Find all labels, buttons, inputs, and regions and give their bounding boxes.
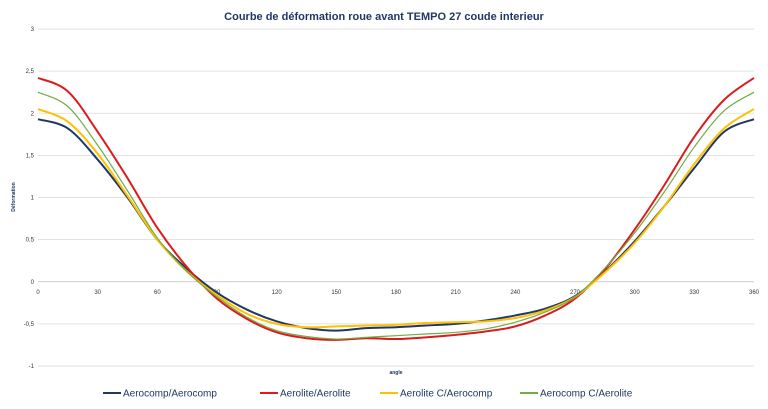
series-line: [37, 91, 755, 340]
x-tick-label: 330: [689, 290, 700, 296]
x-tick-label: 60: [154, 290, 161, 296]
y-tick-label: 0: [31, 280, 35, 286]
y-axis-label: Déformation: [11, 182, 17, 211]
legend-label: Aerocomp/Aerocomp: [123, 389, 217, 400]
series-lines: [37, 76, 755, 341]
legend-label: Aerocomp C/Aerolite: [540, 389, 633, 400]
legend: Aerocomp/Aerocomp Aerolite/Aerolite Aeroli…: [103, 389, 633, 400]
y-tick-label: 3: [31, 27, 35, 33]
chart-title: Courbe de déformation roue avant TEMPO 2…: [224, 11, 544, 23]
y-tick-label: 2,5: [26, 69, 35, 75]
y-tick-label: -1: [29, 364, 35, 370]
x-tick-label: 210: [451, 290, 462, 296]
x-tick-label: 360: [749, 290, 760, 296]
y-axis-ticks: -1 -0,5 0 0,5 1 1,5 2 2,5 3: [24, 27, 35, 370]
y-tick-label: 2: [31, 111, 35, 117]
x-tick-label: 180: [391, 290, 402, 296]
series-line: [37, 108, 755, 329]
x-tick-label: 300: [630, 290, 641, 296]
y-tick-label: -0,5: [24, 322, 35, 328]
y-tick-label: 1: [31, 196, 35, 202]
x-tick-label: 30: [94, 290, 101, 296]
legend-label: Aerolite C/Aerocomp: [400, 389, 493, 400]
x-tick-label: 270: [570, 290, 581, 296]
y-tick-label: 1,5: [26, 153, 35, 159]
x-tick-label: 150: [331, 290, 342, 296]
y-tick-label: 0,5: [26, 238, 35, 244]
series-line: [37, 118, 755, 332]
x-tick-label: 0: [36, 290, 40, 296]
x-axis-ticks: 0 30 60 90 120 150 180 210 240 270 300 330 360: [36, 290, 759, 296]
x-tick-label: 240: [510, 290, 521, 296]
series-line: [37, 76, 755, 341]
x-tick-label: 120: [272, 290, 283, 296]
legend-label: Aerolite/Aerolite: [280, 389, 351, 400]
grid: [38, 28, 754, 367]
x-axis-label: angle: [389, 370, 402, 376]
